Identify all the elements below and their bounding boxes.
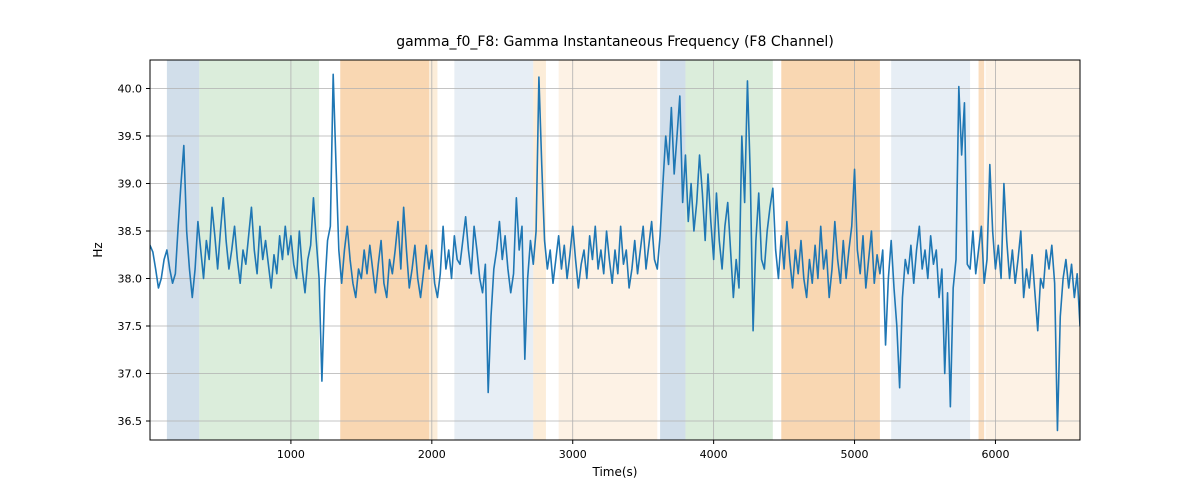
shaded-regions-group <box>167 60 1080 440</box>
y-tick-label: 36.5 <box>118 415 143 428</box>
shaded-region <box>986 60 1080 440</box>
chart-svg: gamma_f0_F8: Gamma Instantaneous Frequen… <box>0 0 1200 500</box>
x-tick-label: 5000 <box>841 448 869 461</box>
y-tick-label: 37.5 <box>118 320 143 333</box>
shaded-region <box>454 60 533 440</box>
shaded-region <box>685 60 772 440</box>
y-tick-label: 38.0 <box>118 273 143 286</box>
y-tick-label: 37.0 <box>118 368 143 381</box>
shaded-region <box>167 60 199 440</box>
y-tick-label: 39.5 <box>118 130 143 143</box>
shaded-region <box>979 60 985 440</box>
y-axis-label: Hz <box>91 242 105 257</box>
shaded-region <box>429 60 437 440</box>
x-tick-label: 3000 <box>559 448 587 461</box>
plot-area <box>150 60 1091 440</box>
y-tick-label: 39.0 <box>118 178 143 191</box>
y-tick-label: 40.0 <box>118 83 143 96</box>
chart-container: { "chart": { "type": "line", "title": "g… <box>0 0 1200 500</box>
x-tick-label: 4000 <box>700 448 728 461</box>
shaded-region <box>660 60 685 440</box>
x-tick-label: 1000 <box>277 448 305 461</box>
x-axis-label: Time(s) <box>592 465 638 479</box>
x-tick-label: 2000 <box>418 448 446 461</box>
x-tick-label: 6000 <box>981 448 1009 461</box>
y-tick-label: 38.5 <box>118 225 143 238</box>
chart-title: gamma_f0_F8: Gamma Instantaneous Frequen… <box>396 34 834 50</box>
